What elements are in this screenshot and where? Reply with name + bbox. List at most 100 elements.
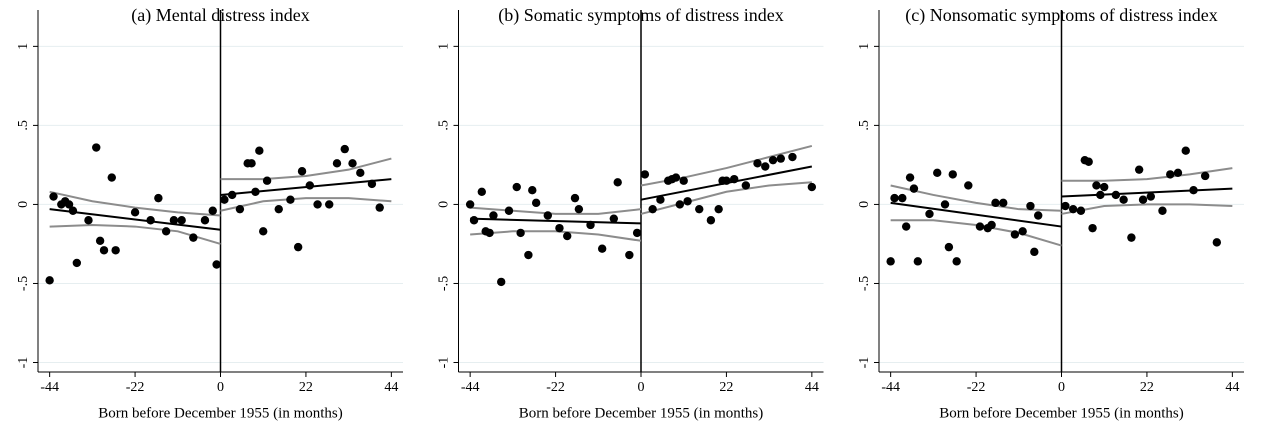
point [1088,223,1097,233]
point [512,182,521,192]
point [305,181,315,190]
point [597,244,607,253]
point [925,209,934,219]
point [671,173,681,182]
x-axis-label: Born before December 1955 (in months) [939,405,1184,421]
point [531,198,541,208]
point [107,173,116,182]
point [212,260,221,269]
point [695,204,704,214]
point [890,193,899,203]
point [640,170,650,179]
point [348,159,357,168]
x-tick-label: -44 [881,380,900,395]
point [64,200,74,209]
x-tick-label: -22 [546,380,565,395]
y-tick-label: 0 [16,201,31,208]
point [1076,206,1086,215]
point [886,257,895,266]
ci-bound [890,184,1062,212]
point [999,198,1008,208]
y-tick-label: .5 [16,120,31,130]
x-tick-label: 22 [1140,380,1154,395]
point [1030,247,1039,257]
point [189,233,198,242]
point [1061,201,1070,211]
panel: -1 -.5 0 .5 1 -44 -22 0 22 44 (a) Mental distress … [16,5,403,421]
fit-line [49,208,221,231]
point [1084,157,1093,166]
point [753,159,762,168]
point [609,214,619,223]
point [1100,182,1109,192]
point [741,181,751,190]
x-tick-label: 22 [299,380,313,395]
point [683,197,692,206]
y-tick-label: -1 [857,357,872,369]
y-tick-label: 0 [857,201,872,208]
point [325,200,334,209]
y-tick-label: -.5 [16,276,31,291]
point [1212,238,1222,247]
y-tick-label: 0 [437,201,452,208]
point [991,198,1000,208]
ci-bound [1061,203,1233,215]
point [465,200,475,209]
point [632,228,642,238]
point [313,200,322,209]
point [255,146,264,155]
point [1189,186,1198,195]
ci-bound [470,206,642,215]
point [247,159,256,168]
point [1134,165,1144,174]
point [1092,181,1101,190]
y-tick-label: .5 [437,120,452,130]
point [940,200,950,209]
point [95,236,105,245]
point [768,155,778,165]
point [933,168,942,178]
point [761,162,770,171]
point [1127,233,1136,242]
point [1026,201,1035,211]
point [898,193,907,203]
point [948,170,957,179]
y-tick-label: -1 [16,357,31,369]
y-tick-label: 1 [857,43,872,50]
point [1158,206,1167,215]
ci-bound [49,190,221,217]
y-tick-label: 1 [16,43,31,50]
y-tick-label: 1 [437,43,452,50]
point [675,200,685,209]
point [169,216,179,225]
point [92,143,101,152]
point [332,159,342,168]
point [1138,195,1148,204]
point [563,231,572,241]
point [909,184,919,193]
panel: -1 -.5 0 .5 1 -44 -22 0 22 44 (c) Nonsomatic sympt… [857,5,1244,421]
point [975,222,985,231]
point [286,195,295,204]
point [340,144,349,154]
ci-bound [470,230,642,242]
y-tick-label: -.5 [857,276,872,291]
chart-title: (a) Mental distress index [131,5,309,26]
point [944,242,954,252]
point [154,193,163,203]
point [776,154,785,163]
point [1068,204,1078,214]
chart-title: (b) Somatic symptoms of distress index [498,5,783,26]
point [504,206,514,215]
point [613,178,622,187]
point [177,216,186,225]
point [220,195,229,204]
ci-bound [220,197,392,212]
point [84,216,93,225]
x-tick-label: 0 [1058,380,1065,395]
point [807,182,817,192]
point [235,204,245,214]
point [543,211,553,220]
point [987,220,996,230]
point [497,277,506,287]
